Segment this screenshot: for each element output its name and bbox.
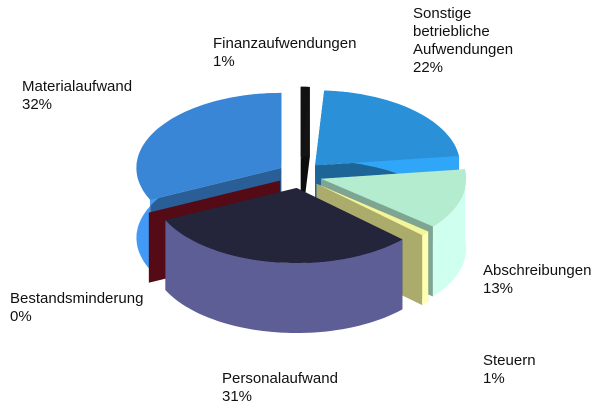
value-label: 22%: [413, 59, 444, 76]
value-label: 1%: [483, 370, 505, 387]
value-label: 32%: [22, 96, 53, 113]
slice-label: Steuern 1%: [483, 352, 583, 388]
slice-top: [136, 92, 282, 200]
slice-top: [316, 183, 429, 236]
slice-label: Materialaufwand 32%: [22, 78, 172, 114]
value-label: 31%: [222, 388, 253, 405]
slice-wall: [165, 220, 403, 333]
category-name: Materialaufwand: [22, 78, 133, 95]
value-label: 13%: [483, 280, 514, 297]
slice-wall: [432, 169, 467, 297]
slice-label: Sonstige betriebliche Aufwendungen 22%: [413, 5, 523, 77]
slice-label: Personalaufwand 31%: [222, 370, 372, 406]
category-name: Steuern: [483, 352, 536, 369]
category-name: Sonstige betriebliche Aufwendungen: [413, 5, 514, 58]
category-name: Personalaufwand: [222, 370, 338, 387]
slice-wall: [422, 231, 429, 306]
value-label: 1%: [213, 53, 235, 70]
slice-top: [321, 169, 467, 227]
slice-label: Bestandsminderung 0%: [10, 290, 170, 326]
value-label: 0%: [10, 308, 32, 325]
pie-slice: [165, 188, 403, 333]
slice-label: Abschreibungen 13%: [483, 262, 609, 298]
category-name: Abschreibungen: [483, 262, 592, 279]
category-name: Bestandsminderung: [10, 290, 144, 307]
slice-top: [315, 90, 459, 166]
category-name: Finanzaufwendungen: [213, 35, 357, 52]
slice-top: [165, 188, 403, 263]
slice-label: Finanzaufwendungen 1%: [213, 35, 393, 71]
slice-top: [300, 86, 310, 162]
